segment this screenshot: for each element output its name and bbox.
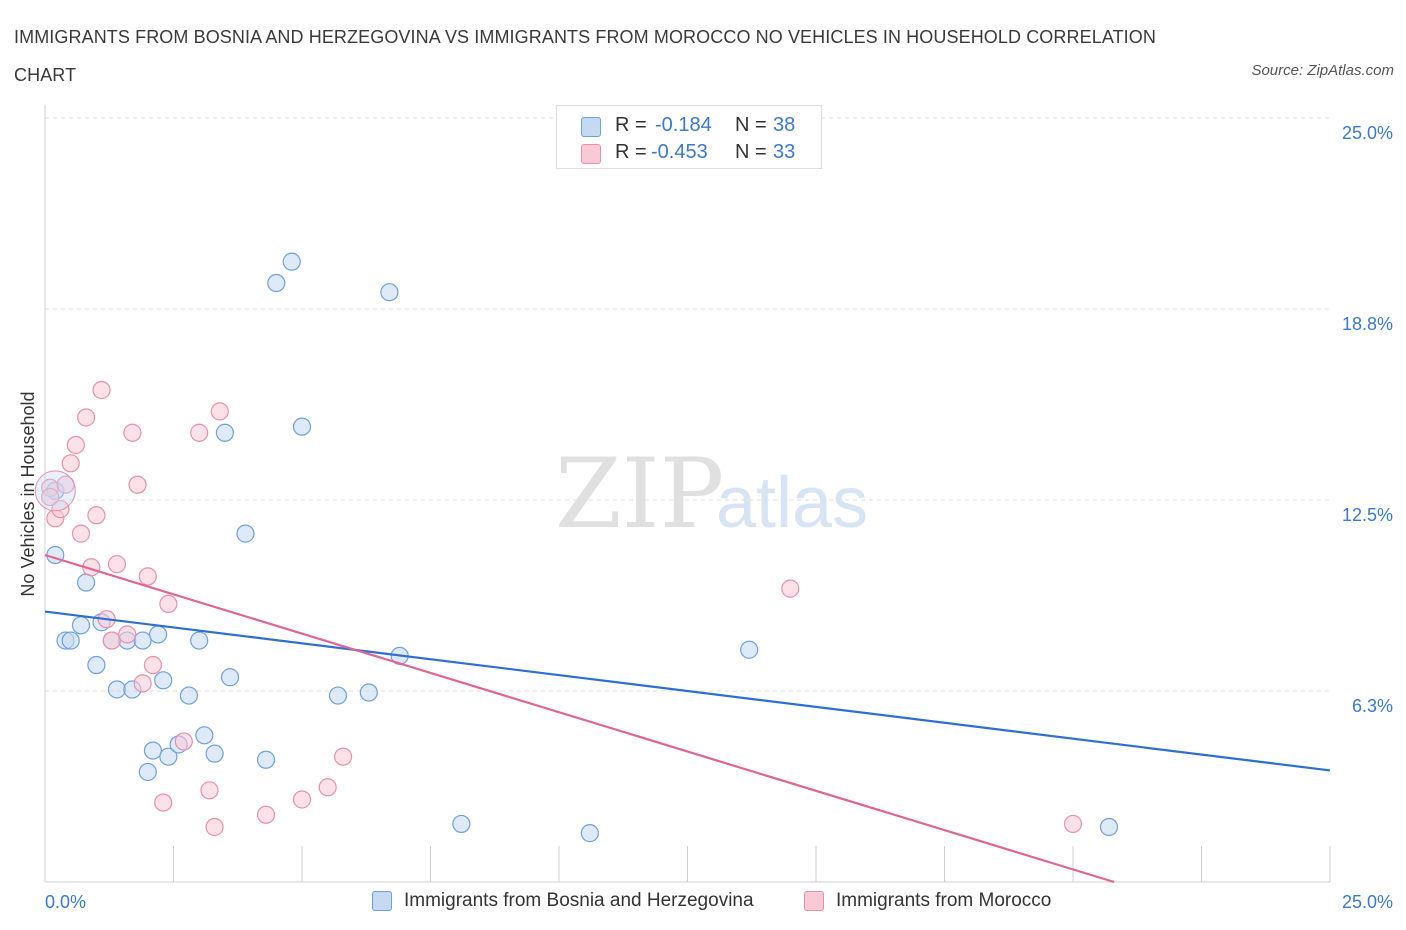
legend-swatch-bosnia — [581, 117, 601, 137]
point-morocco — [77, 408, 96, 427]
point-morocco — [1063, 814, 1083, 834]
legend-r-value: -0.453 — [651, 141, 708, 163]
watermark: ZIP atlas — [555, 438, 868, 550]
point-bosnia — [452, 814, 471, 834]
point-bosnia — [133, 631, 152, 650]
series-swatch-morocco — [804, 891, 824, 911]
point-bosnia — [1099, 817, 1119, 837]
point-morocco — [200, 781, 219, 800]
point-bosnia — [61, 631, 80, 650]
point-morocco — [159, 594, 178, 614]
point-bosnia — [380, 283, 399, 302]
series-legend: Immigrants from Bosnia and Herzegovina I… — [0, 890, 1406, 916]
point-morocco — [174, 732, 193, 751]
point-bosnia — [267, 273, 286, 293]
point-morocco — [71, 524, 91, 543]
series-label-bosnia: Immigrants from Bosnia and Herzegovina — [404, 890, 754, 911]
point-bosnia — [328, 686, 348, 705]
point-morocco — [781, 579, 800, 598]
point-bosnia — [71, 616, 91, 635]
point-bosnia — [148, 625, 168, 644]
point-bosnia — [580, 824, 599, 843]
grid-lines — [45, 117, 1330, 692]
point-morocco — [143, 655, 163, 675]
point-bosnia — [292, 417, 312, 436]
point-morocco — [205, 817, 224, 837]
point-morocco — [154, 793, 173, 812]
point-bosnia — [282, 252, 301, 271]
point-bosnia — [87, 655, 106, 675]
point-bosnia — [740, 640, 759, 659]
point-morocco — [318, 778, 337, 797]
legend-n-value: 38 — [773, 114, 796, 136]
y-tick-label: 12.5% — [1342, 505, 1393, 525]
point-bosnia — [256, 750, 276, 769]
point-morocco — [210, 402, 229, 421]
point-bosnia — [143, 741, 163, 760]
point-bosnia — [159, 747, 178, 766]
point-morocco — [334, 747, 353, 766]
y-tick-label: 25.0% — [1342, 123, 1393, 143]
chart-title: IMMIGRANTS FROM BOSNIA AND HERZEGOVINA V… — [14, 27, 1156, 85]
point-bosnia — [138, 762, 157, 782]
y-tick-label: 18.8% — [1342, 314, 1393, 334]
point-bosnia — [154, 671, 173, 690]
legend-n-label: N = — [735, 141, 767, 163]
point-morocco — [102, 631, 121, 650]
point-bosnia — [195, 726, 214, 745]
point-morocco — [87, 506, 106, 525]
point-morocco — [292, 790, 312, 809]
legend-r-label: R = — [615, 141, 647, 163]
point-morocco — [66, 435, 85, 455]
point-bosnia — [179, 686, 199, 705]
watermark-zip: ZIP — [555, 438, 724, 550]
point-cluster — [34, 470, 76, 512]
point-morocco — [41, 487, 60, 507]
legend-r-value: -0.184 — [655, 114, 712, 136]
point-morocco — [138, 567, 157, 586]
legend-n-label: N = — [735, 114, 767, 136]
point-bosnia — [205, 744, 224, 763]
x-tick-label: 25.0% — [1342, 892, 1393, 912]
point-bosnia — [190, 631, 209, 650]
correlation-legend: R = -0.184 N = 38 R = -0.453 N = 33 — [556, 105, 822, 169]
trend-lines — [44, 553, 1331, 884]
point-morocco — [51, 500, 70, 519]
point-bosnia — [236, 524, 255, 543]
point-morocco — [128, 475, 147, 494]
legend-r-label: R = — [615, 114, 647, 136]
axis-ticks: 6.3% 12.5% 18.8% 25.0% 0.0% 25.0% — [45, 123, 1393, 912]
series-label-morocco: Immigrants from Morocco — [836, 890, 1052, 911]
point-bosnia — [77, 573, 96, 592]
point-morocco — [190, 423, 209, 442]
point-morocco — [133, 674, 152, 693]
legend-swatch-morocco — [581, 144, 601, 164]
point-bosnia — [359, 683, 378, 702]
point-bosnia — [107, 680, 127, 699]
y-tick-label: 6.3% — [1352, 696, 1393, 716]
point-morocco — [256, 805, 276, 824]
trend-line-bosnia — [44, 610, 1331, 772]
source-label: Source: ZipAtlas.com — [1251, 62, 1394, 79]
point-morocco — [61, 454, 80, 473]
point-bosnia — [220, 668, 240, 687]
x-tick-label: 0.0% — [45, 892, 86, 912]
watermark-atlas: atlas — [716, 463, 868, 543]
y-axis-label: No Vehicles in Household — [18, 391, 38, 596]
point-morocco — [123, 423, 142, 442]
point-bosnia — [215, 423, 234, 442]
point-morocco — [107, 555, 127, 574]
legend-n-value: 33 — [773, 141, 796, 163]
series-swatch-bosnia — [372, 891, 392, 911]
point-morocco — [118, 625, 137, 644]
point-morocco — [92, 380, 111, 400]
trend-line-morocco — [44, 553, 1115, 884]
